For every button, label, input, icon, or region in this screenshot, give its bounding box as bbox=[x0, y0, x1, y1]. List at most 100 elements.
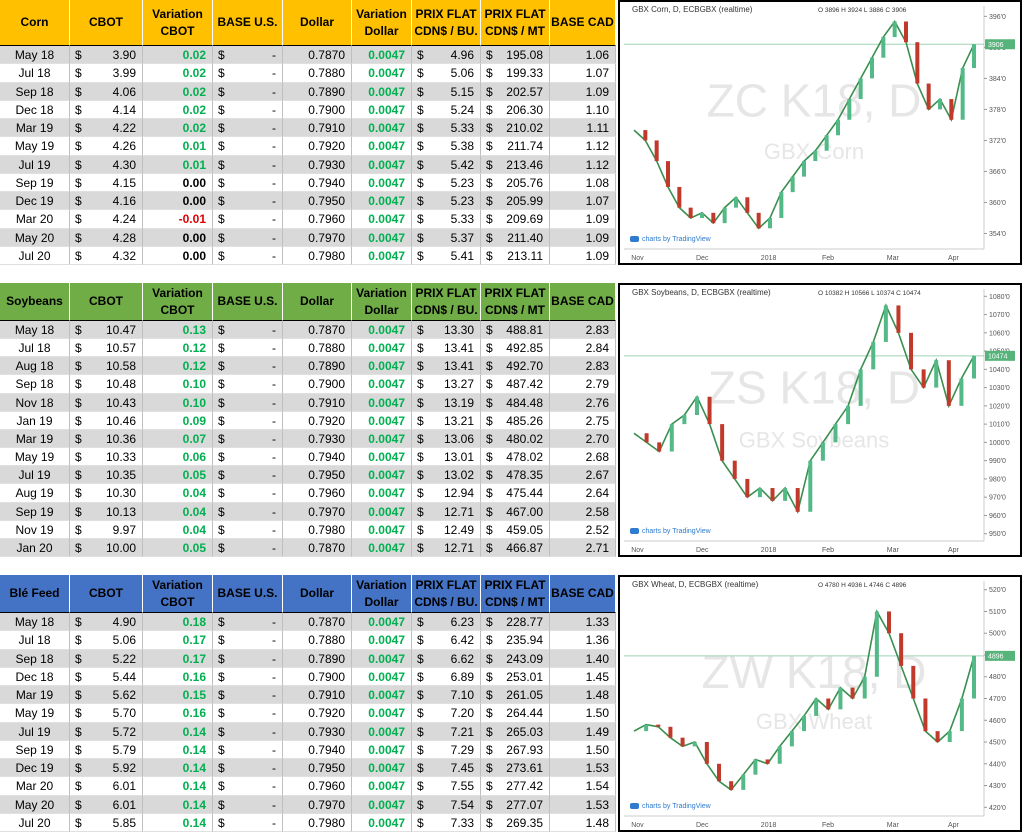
cell-value: 0.0047 bbox=[368, 669, 405, 684]
cell-value: 0.02 bbox=[182, 84, 206, 99]
cell-value: - bbox=[272, 688, 276, 702]
row-label: Sep 19 bbox=[15, 742, 54, 757]
currency-symbol: $ bbox=[75, 742, 82, 757]
table-cell: May 19 bbox=[0, 137, 70, 156]
row-label: Dec 19 bbox=[15, 761, 54, 775]
chart-title: GBX Corn, D, ECBGBX (realtime) bbox=[632, 5, 753, 14]
table-cell: 2.64 bbox=[550, 484, 616, 503]
cell-value: - bbox=[272, 504, 276, 519]
candle bbox=[911, 665, 916, 699]
candle bbox=[858, 78, 863, 100]
chart-frame bbox=[618, 0, 1022, 265]
cell-value: 2.52 bbox=[585, 522, 609, 537]
table-cell: $3.99 bbox=[70, 64, 143, 83]
header-cell: PRIX FLAT CDN$ / MT bbox=[481, 575, 550, 613]
table-cell: $267.93 bbox=[481, 740, 550, 759]
x-tick-label: Mar bbox=[887, 822, 900, 829]
cell-value: 211.74 bbox=[507, 139, 543, 154]
cell-value: 5.41 bbox=[450, 248, 474, 263]
currency-symbol: $ bbox=[218, 540, 225, 555]
currency-symbol: $ bbox=[75, 651, 82, 666]
candle bbox=[777, 746, 782, 764]
cell-value: 1.50 bbox=[585, 742, 609, 757]
table-cell: $ - bbox=[213, 538, 283, 557]
cell-value: 5.42 bbox=[450, 157, 474, 172]
table-cell: 0.7960 bbox=[283, 210, 352, 229]
currency-symbol: $ bbox=[486, 431, 493, 446]
table-cell: 0.14 bbox=[143, 795, 213, 814]
table-cell: 1.12 bbox=[550, 155, 616, 174]
cell-value: 5.23 bbox=[450, 194, 474, 208]
cell-value: 0.7900 bbox=[308, 669, 345, 684]
table-cell: $ - bbox=[213, 613, 283, 632]
table-cell: 0.0047 bbox=[352, 667, 412, 686]
row-label: Jan 19 bbox=[16, 413, 53, 428]
candle bbox=[789, 731, 794, 747]
last-price-tag bbox=[985, 350, 1015, 361]
header-text: CDN$ / BU. bbox=[414, 23, 478, 38]
cell-value: - bbox=[272, 815, 276, 830]
currency-symbol: $ bbox=[417, 431, 424, 446]
row-label: Dec 19 bbox=[15, 194, 54, 208]
y-tick-label: 1010'0 bbox=[989, 422, 1010, 429]
table-cell: 1.09 bbox=[550, 228, 616, 247]
table-cell: $13.06 bbox=[412, 429, 481, 449]
currency-symbol: $ bbox=[417, 341, 424, 356]
cell-value: 0.7960 bbox=[308, 212, 345, 227]
cell-value: 7.45 bbox=[450, 761, 474, 775]
table-cell: 2.71 bbox=[550, 538, 616, 557]
candle bbox=[833, 424, 838, 443]
table-cell: $6.89 bbox=[412, 667, 481, 686]
table-cell: $4.90 bbox=[70, 613, 143, 632]
cell-value: 1.07 bbox=[585, 66, 609, 81]
candle bbox=[783, 488, 788, 501]
candle bbox=[904, 21, 908, 43]
currency-symbol: $ bbox=[417, 395, 424, 410]
cell-value: 0.0047 bbox=[368, 706, 405, 721]
candle bbox=[972, 44, 976, 69]
cell-value: 4.14 bbox=[112, 102, 136, 117]
cell-value: 5.79 bbox=[112, 742, 136, 757]
table-cell: $12.71 bbox=[412, 538, 481, 557]
table-cell: 0.7920 bbox=[283, 704, 352, 723]
table-cell: 1.09 bbox=[550, 246, 616, 265]
table-cell: 0.0047 bbox=[352, 484, 412, 503]
cell-value: 2.58 bbox=[585, 504, 609, 519]
last-price-label: 4896 bbox=[988, 653, 1004, 660]
cell-value: 9.97 bbox=[112, 522, 136, 537]
table-cell: $ - bbox=[213, 82, 283, 101]
candle bbox=[722, 207, 727, 224]
table-cell: $ - bbox=[213, 631, 283, 650]
currency-symbol: $ bbox=[75, 48, 82, 62]
table-cell: 2.52 bbox=[550, 520, 616, 539]
cell-value: 0.0047 bbox=[368, 633, 405, 648]
table-cell: $7.55 bbox=[412, 777, 481, 796]
table-cell: $9.97 bbox=[70, 520, 143, 539]
cell-value: 13.21 bbox=[443, 413, 474, 428]
table-cell: 0.7870 bbox=[283, 321, 352, 340]
watermark-symbol: ZW K18, D bbox=[702, 646, 927, 698]
header-text: BASE CAD bbox=[551, 586, 614, 600]
currency-symbol: $ bbox=[486, 84, 493, 99]
table-cell: $ - bbox=[213, 64, 283, 83]
currency-symbol: $ bbox=[75, 688, 82, 702]
table-cell: $4.26 bbox=[70, 137, 143, 156]
table-cell: 0.7930 bbox=[283, 429, 352, 449]
ohlc-values: O 3896 H 3924 L 3886 C 3906 bbox=[818, 7, 907, 14]
table-cell: $13.30 bbox=[412, 321, 481, 340]
cell-value: 0.0047 bbox=[368, 84, 405, 99]
row-label: May 18 bbox=[14, 323, 55, 337]
table-cell: $13.41 bbox=[412, 339, 481, 358]
table-cell: 0.7920 bbox=[283, 411, 352, 430]
currency-symbol: $ bbox=[486, 341, 493, 356]
cell-value: 1.33 bbox=[585, 615, 609, 629]
cell-value: 0.0047 bbox=[368, 413, 405, 428]
cell-value: 0.0047 bbox=[368, 359, 405, 374]
table-cell: May 19 bbox=[0, 704, 70, 723]
table-cell: 1.07 bbox=[550, 192, 616, 211]
table-cell: 2.58 bbox=[550, 502, 616, 521]
table-cell: 0.00 bbox=[143, 173, 213, 192]
header-cell: BASE CAD bbox=[550, 283, 616, 321]
table-cell: $12.94 bbox=[412, 484, 481, 503]
candle bbox=[682, 415, 687, 425]
